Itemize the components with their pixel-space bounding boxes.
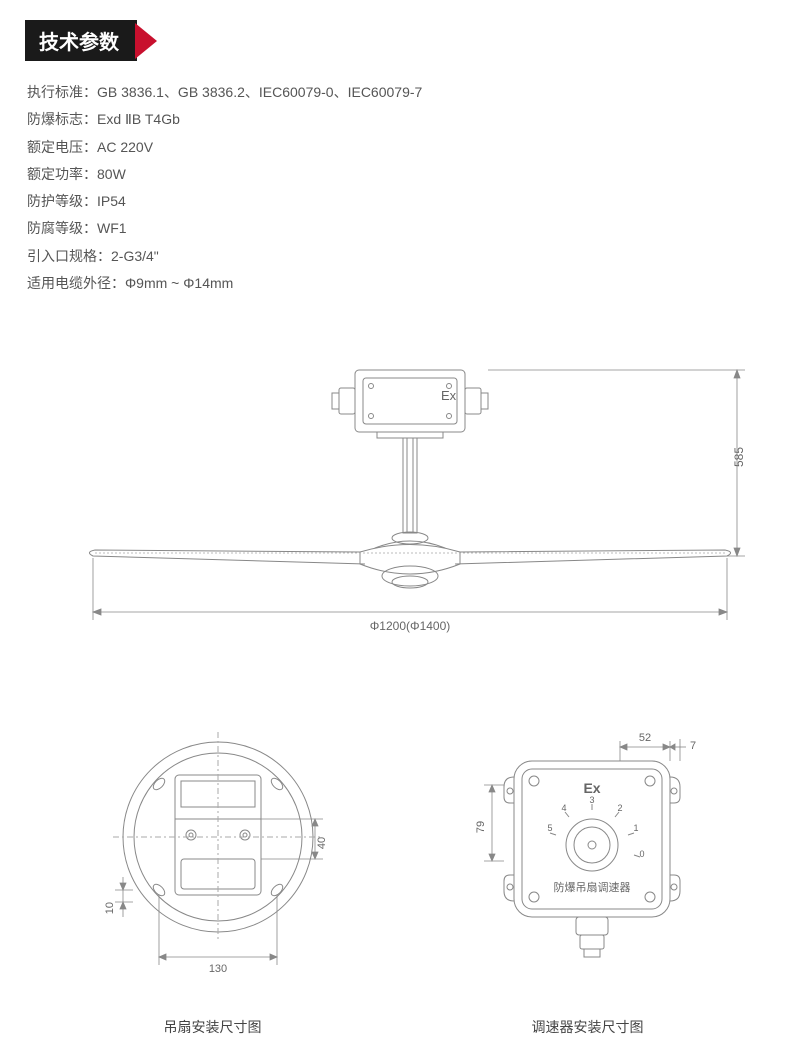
ex-label: Ex: [441, 388, 457, 403]
spec-value: GB 3836.1、GB 3836.2、IEC60079-0、IEC60079-…: [97, 84, 422, 100]
mount-caption: 吊扇安装尺寸图: [63, 1017, 363, 1037]
header-accent-arrow: [135, 23, 157, 59]
spec-value: AC 220V: [97, 139, 153, 155]
spec-value: 80W: [97, 166, 126, 182]
spec-row: 额定电压：AC 220V: [27, 134, 775, 161]
spec-list: 执行标准：GB 3836.1、GB 3836.2、IEC60079-0、IEC6…: [27, 79, 775, 297]
svg-text:4: 4: [561, 803, 566, 813]
spec-label: 引入口规格：: [27, 248, 111, 264]
spec-label: 防护等级：: [27, 193, 97, 209]
spec-label: 额定电压：: [27, 139, 97, 155]
spec-label: 额定功率：: [27, 166, 97, 182]
section-header: 技术参数: [25, 20, 157, 61]
dim-79: 79: [475, 821, 487, 833]
spec-label: 执行标准：: [27, 84, 97, 100]
svg-text:5: 5: [547, 823, 552, 833]
spec-value: Φ9mm ~ Φ14mm: [125, 275, 233, 291]
svg-text:1: 1: [633, 823, 638, 833]
mount-diagram: 10 40 130 吊扇安装尺寸图: [63, 727, 363, 1037]
spec-value: Exd ⅡB T4Gb: [97, 111, 180, 127]
dim-130: 130: [208, 963, 226, 975]
spec-label: 防腐等级：: [27, 220, 97, 236]
spec-row: 防腐等级：WF1: [27, 215, 775, 242]
spec-label: 适用电缆外径：: [27, 275, 125, 291]
spec-row: 防爆标志：Exd ⅡB T4Gb: [27, 106, 775, 133]
spec-value: WF1: [97, 220, 127, 236]
section-title: 技术参数: [25, 20, 137, 61]
controller-label: 防爆吊扇调速器: [553, 880, 630, 894]
dim-52: 52: [638, 732, 650, 744]
dim-10: 10: [104, 902, 116, 914]
svg-text:0: 0: [639, 849, 644, 859]
controller-caption: 调速器安装尺寸图: [438, 1017, 738, 1037]
svg-text:2: 2: [617, 803, 622, 813]
spec-row: 额定功率：80W: [27, 161, 775, 188]
svg-text:3: 3: [589, 795, 594, 805]
spec-value: 2-G3/4": [111, 248, 159, 264]
spec-row: 执行标准：GB 3836.1、GB 3836.2、IEC60079-0、IEC6…: [27, 79, 775, 106]
spec-row: 引入口规格：2-G3/4": [27, 243, 775, 270]
bottom-diagrams-row: 10 40 130 吊扇安装尺寸图: [25, 727, 775, 1037]
dim-40: 40: [316, 837, 328, 849]
controller-diagram: Ex 5 4 3 2 1 0 防爆吊扇调速器 52: [438, 727, 738, 1037]
spec-value: IP54: [97, 193, 126, 209]
spec-row: 防护等级：IP54: [27, 188, 775, 215]
spec-label: 防爆标志：: [27, 111, 97, 127]
dim-7: 7: [690, 740, 696, 752]
spec-row: 适用电缆外径：Φ9mm ~ Φ14mm: [27, 270, 775, 297]
dim-height: 585: [732, 447, 746, 467]
controller-ex-label: Ex: [583, 780, 600, 796]
dim-diameter: Φ1200(Φ1400): [370, 619, 451, 633]
fan-diagram: Ex 585 Φ1200(Φ1400): [25, 352, 775, 657]
